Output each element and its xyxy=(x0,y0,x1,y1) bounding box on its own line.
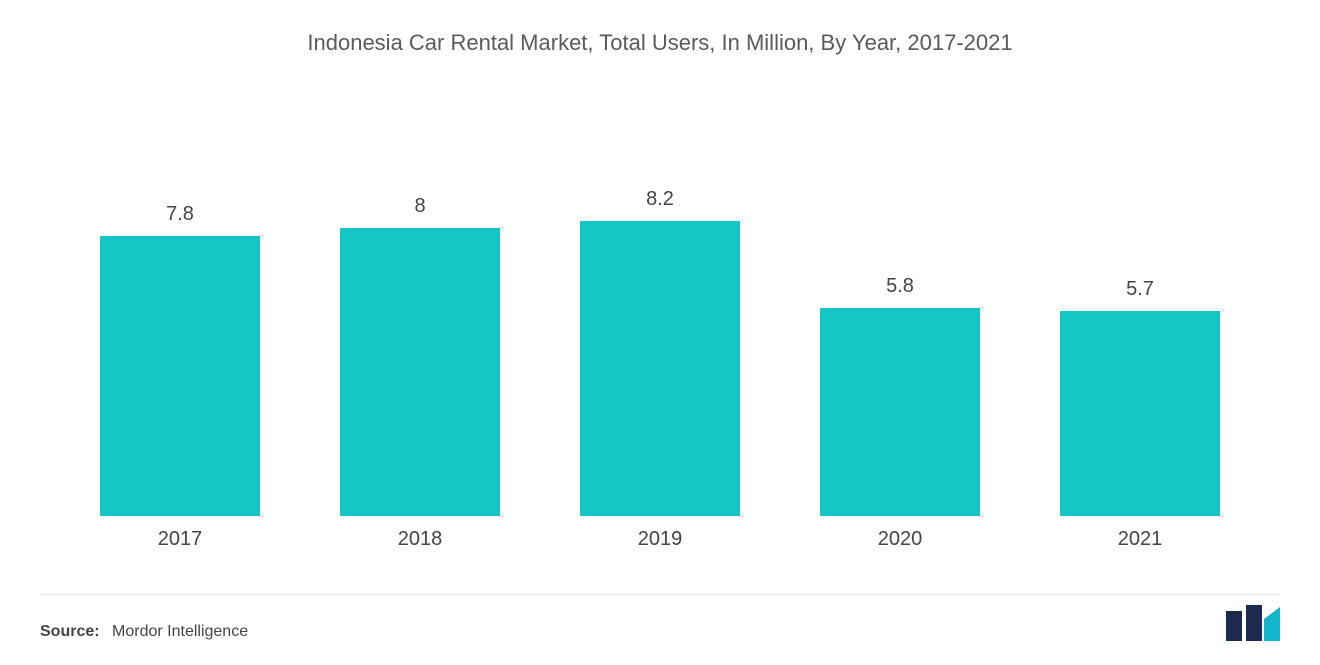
x-label-2019: 2019 xyxy=(580,528,740,551)
source-prefix: Source: xyxy=(40,623,100,640)
x-label-2021: 2021 xyxy=(1060,528,1220,551)
bar-value-label: 7.8 xyxy=(166,203,194,226)
bar-2018 xyxy=(340,228,500,516)
source-text: Mordor Intelligence xyxy=(112,623,248,640)
bar-group-2020: 5.8 xyxy=(820,275,980,516)
footer-divider xyxy=(40,594,1280,595)
source-line: Source: Mordor Intelligence xyxy=(40,623,248,641)
x-axis-labels: 2017 2018 2019 2020 2021 xyxy=(40,516,1280,551)
bar-2019 xyxy=(580,221,740,516)
x-label-2017: 2017 xyxy=(100,528,260,551)
bar-group-2018: 8 xyxy=(340,195,500,516)
bar-value-label: 8.2 xyxy=(646,188,674,211)
bar-group-2017: 7.8 xyxy=(100,203,260,516)
bar-2020 xyxy=(820,308,980,516)
chart-plot-area: 7.8 8 8.2 5.8 5.7 xyxy=(40,96,1280,516)
bar-value-label: 8 xyxy=(414,195,425,218)
bar-value-label: 5.8 xyxy=(886,275,914,298)
chart-title: Indonesia Car Rental Market, Total Users… xyxy=(40,30,1280,56)
x-label-2020: 2020 xyxy=(820,528,980,551)
bar-value-label: 5.7 xyxy=(1126,278,1154,301)
footer: Source: Mordor Intelligence xyxy=(40,605,1280,641)
brand-logo-icon xyxy=(1224,605,1280,641)
bar-2021 xyxy=(1060,311,1220,516)
x-label-2018: 2018 xyxy=(340,528,500,551)
bar-2017 xyxy=(100,236,260,516)
bar-group-2019: 8.2 xyxy=(580,188,740,516)
bar-group-2021: 5.7 xyxy=(1060,278,1220,516)
chart-container: Indonesia Car Rental Market, Total Users… xyxy=(0,0,1320,665)
